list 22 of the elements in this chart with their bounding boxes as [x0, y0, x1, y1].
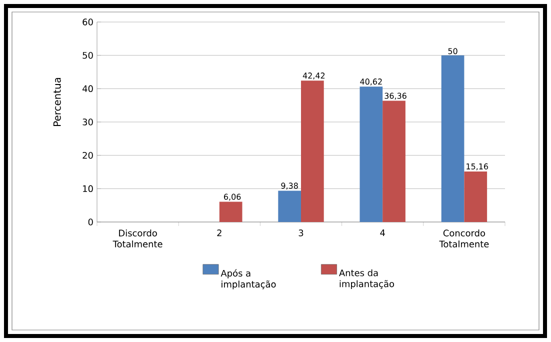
bar: [301, 80, 324, 222]
bar: [278, 190, 301, 222]
legend-label: Antes da implantação: [339, 269, 394, 289]
bar: [441, 55, 464, 222]
bar: [464, 171, 488, 222]
bar: [360, 86, 383, 222]
x-tick-label: Concordo Totalmente: [439, 230, 489, 248]
x-tick-label: 2: [217, 230, 222, 236]
y-tick-label: 40: [82, 85, 93, 92]
x-tick-label: 4: [380, 230, 385, 236]
y-tick-label: 30: [82, 118, 93, 126]
bar: [219, 202, 242, 222]
y-tick-label: 0: [88, 218, 93, 226]
y-tick-label: 10: [83, 185, 93, 192]
x-tick-label: Discordo Totalmente: [112, 230, 162, 248]
y-tick-label: 50: [82, 52, 93, 59]
legend-label: Após a implantação: [220, 269, 276, 290]
x-tick-label: 3: [298, 230, 304, 236]
bar: [382, 100, 406, 222]
y-tick-label: 20: [82, 152, 93, 159]
y-tick-label: 60: [82, 18, 93, 26]
y-axis-title: Percentua: [53, 78, 61, 126]
